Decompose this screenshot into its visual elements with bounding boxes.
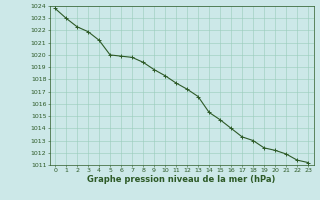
- X-axis label: Graphe pression niveau de la mer (hPa): Graphe pression niveau de la mer (hPa): [87, 175, 276, 184]
